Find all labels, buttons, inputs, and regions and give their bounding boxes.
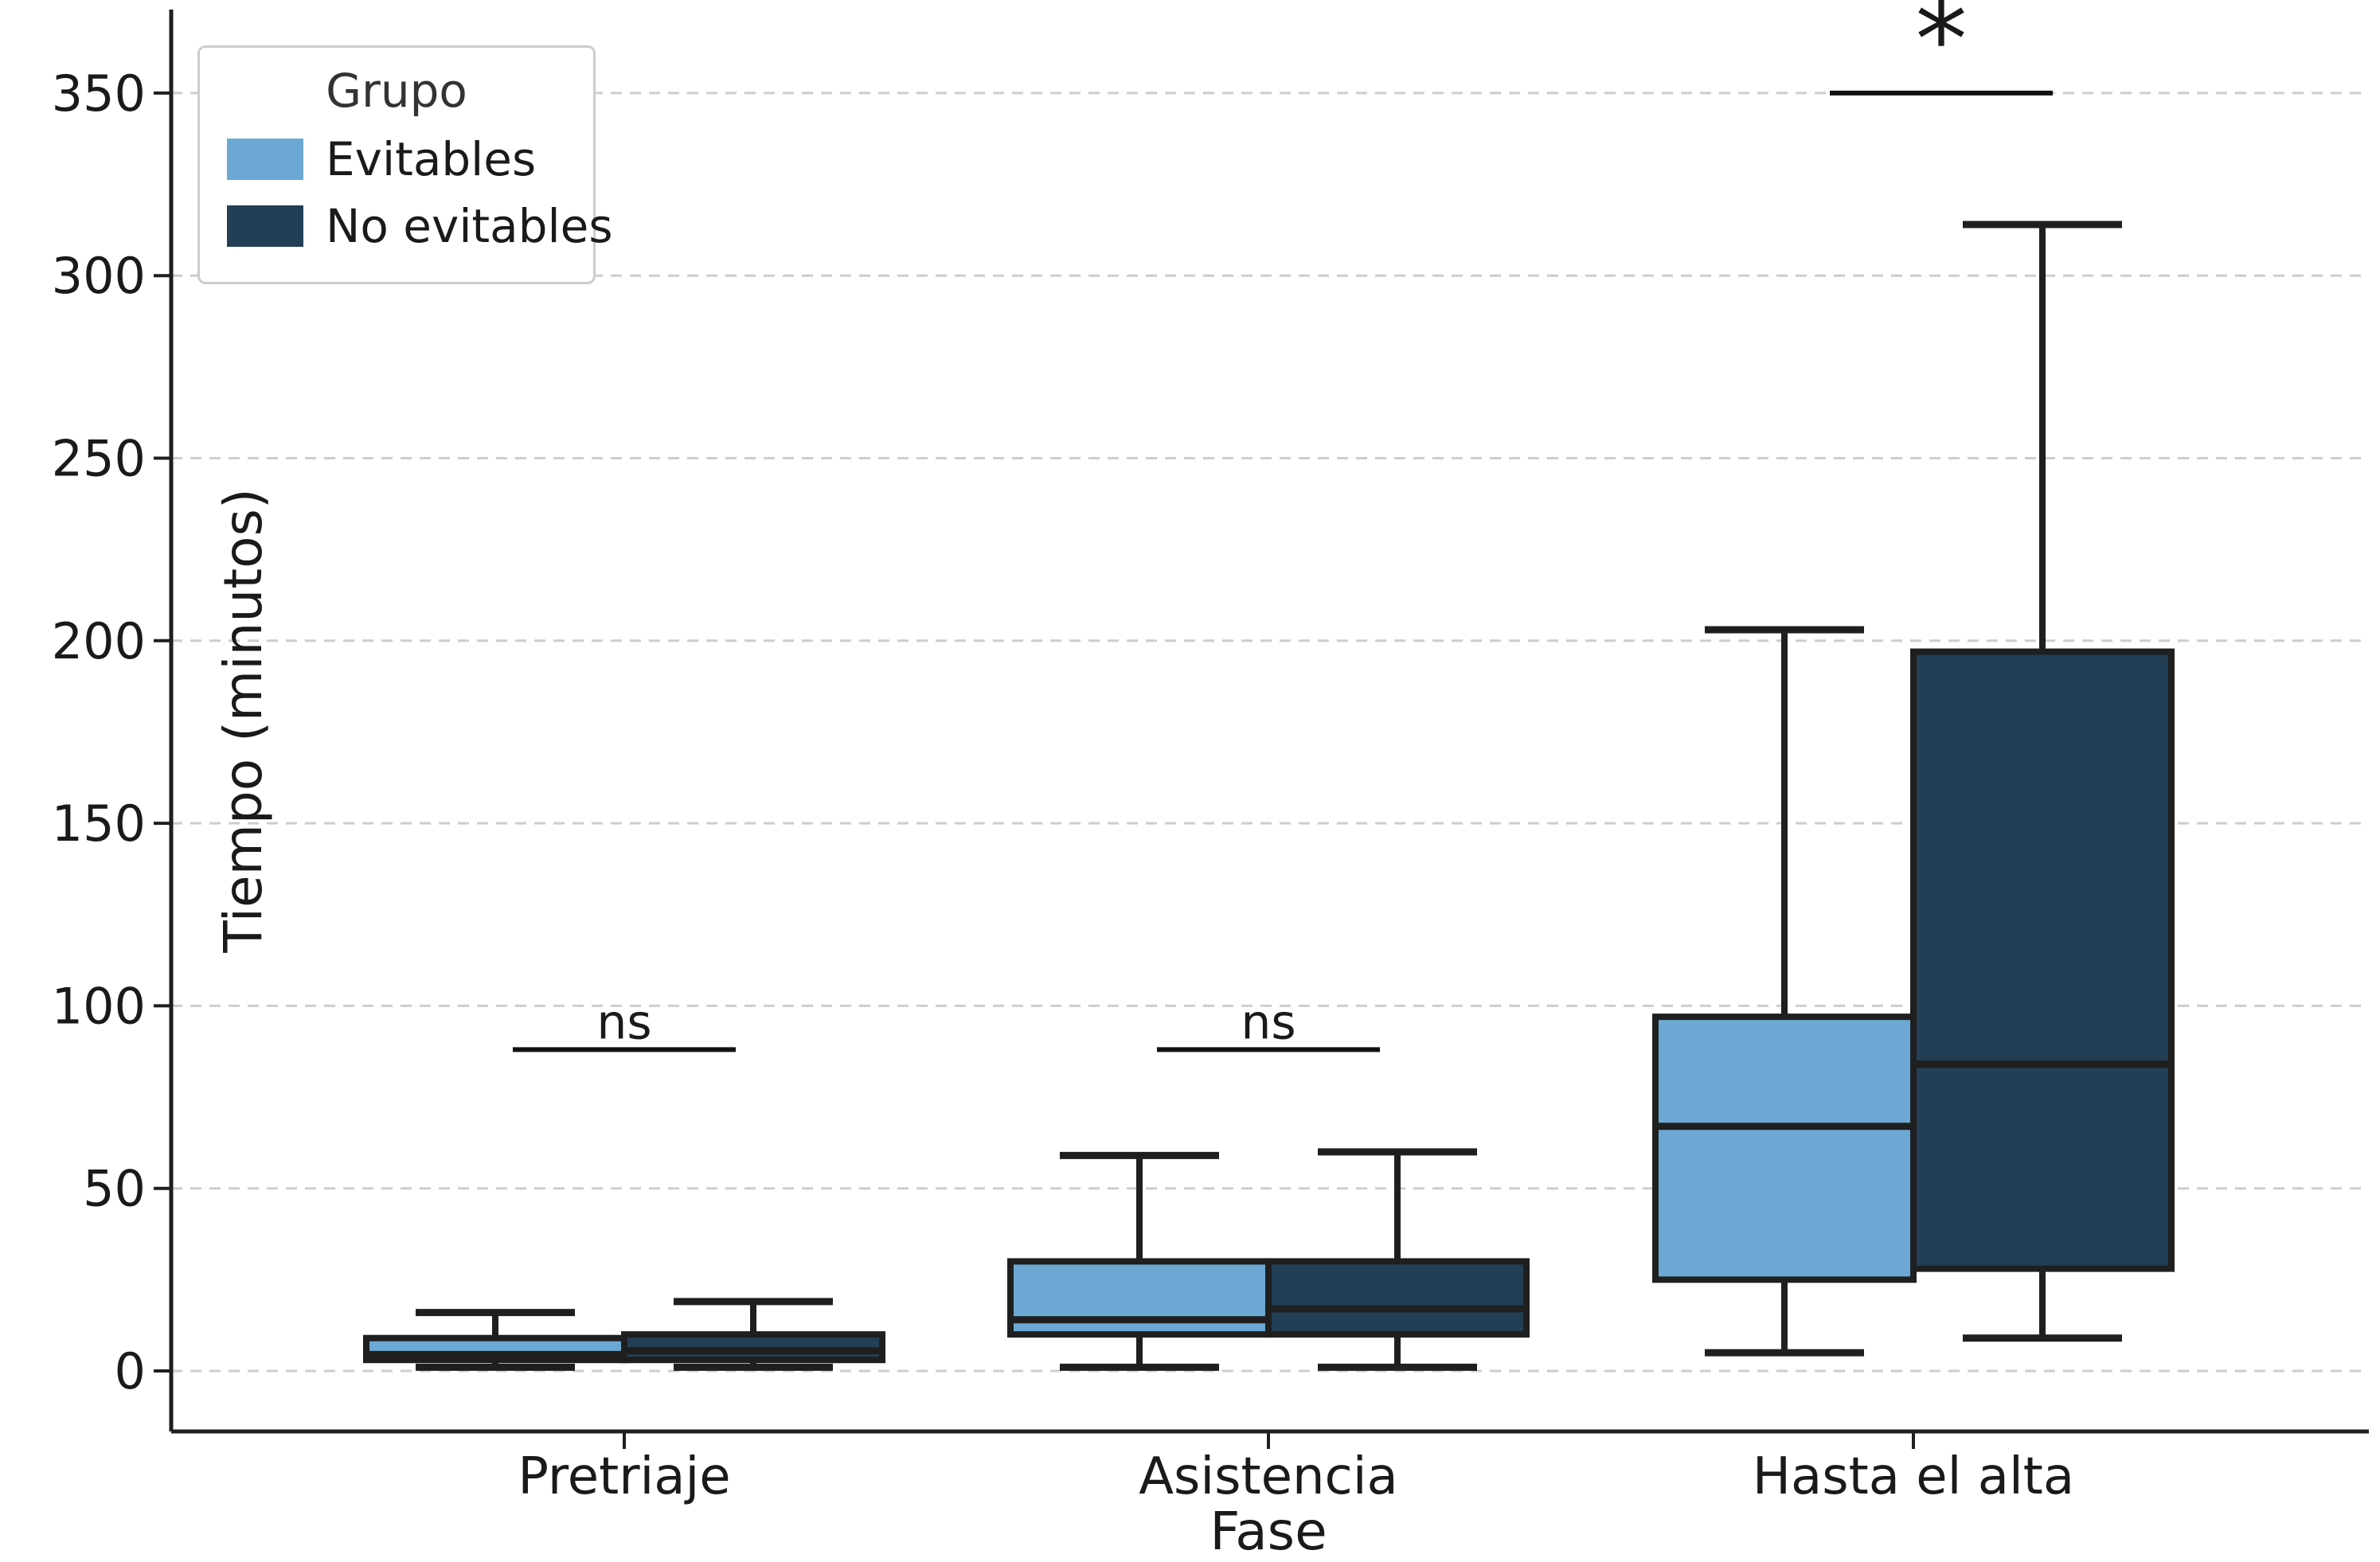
y-tick-label-150: 150: [52, 795, 146, 853]
y-tick-label-200: 200: [52, 612, 146, 670]
legend-item-evitables: Evitables: [227, 132, 593, 186]
box-No evitables-Pretriaje: [621, 1331, 885, 1364]
y-tick-label-350: 350: [52, 64, 146, 123]
y-tick-label-0: 0: [115, 1342, 146, 1400]
y-tick-label-50: 50: [83, 1160, 146, 1218]
legend-swatch-evitables: [227, 139, 303, 180]
significance-label-1: ns: [1241, 994, 1296, 1050]
legend-swatch-no-evitables: [227, 205, 303, 247]
legend: Grupo Evitables No evitables: [197, 45, 613, 284]
x-tick-label-2: Hasta el alta: [1753, 1447, 2074, 1506]
legend-label-evitables: Evitables: [326, 132, 537, 186]
y-tick-label-250: 250: [52, 430, 146, 488]
significance-label-2: *: [1916, 0, 1968, 100]
x-tick-label-0: Pretriaje: [518, 1447, 730, 1506]
y-tick-label-100: 100: [52, 977, 146, 1035]
box-Evitables-Asistencia: [1007, 1258, 1272, 1338]
significance-label-0: ns: [596, 994, 651, 1050]
x-axis-label: Fase: [1210, 1501, 1327, 1562]
y-tick-label-300: 300: [52, 247, 146, 305]
legend-title: Grupo: [326, 64, 467, 118]
box-No evitables-Asistencia: [1265, 1258, 1530, 1338]
legend-label-no-evitables: No evitables: [326, 199, 613, 253]
x-tick-label-1: Asistencia: [1139, 1447, 1397, 1506]
box-No evitables-Hasta el alta: [1910, 648, 2175, 1272]
box-Evitables-Hasta el alta: [1652, 1013, 1917, 1283]
y-axis-label: Tiempo (minutos): [213, 488, 275, 953]
legend-item-no-evitables: No evitables: [227, 199, 613, 253]
